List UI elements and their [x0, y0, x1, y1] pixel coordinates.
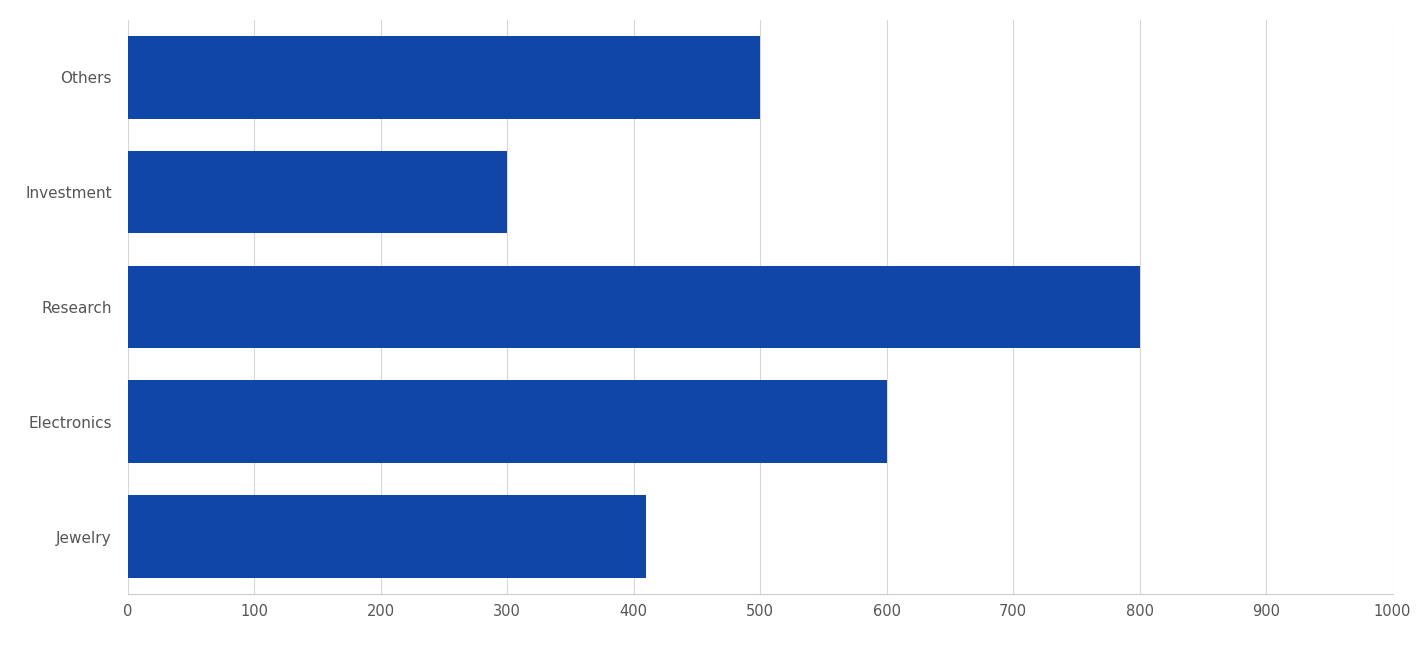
Bar — [128, 150, 507, 234]
Bar — [128, 495, 647, 578]
Bar — [128, 265, 1140, 348]
Bar — [128, 380, 887, 463]
Bar — [128, 36, 760, 119]
